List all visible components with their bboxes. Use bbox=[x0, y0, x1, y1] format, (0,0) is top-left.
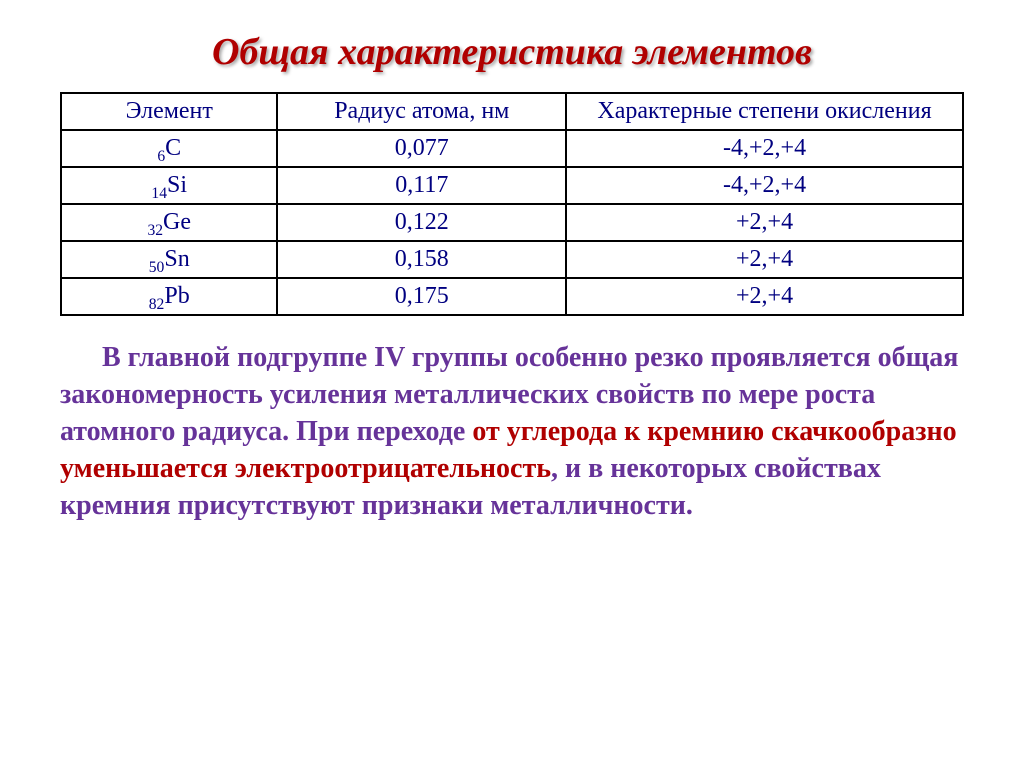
cell-element: 6C bbox=[61, 130, 277, 167]
table-header-row: Элемент Радиус атома, нм Характерные сте… bbox=[61, 93, 963, 130]
elements-table: Элемент Радиус атома, нм Характерные сте… bbox=[60, 92, 964, 316]
col-header-oxidation: Характерные степени окисления bbox=[566, 93, 963, 130]
cell-element: 50Sn bbox=[61, 241, 277, 278]
slide: Общая характеристика элементов Элемент Р… bbox=[0, 0, 1024, 767]
cell-element: 82Pb bbox=[61, 278, 277, 315]
table-row: 32Ge 0,122 +2,+4 bbox=[61, 204, 963, 241]
table-row: 6C 0,077 -4,+2,+4 bbox=[61, 130, 963, 167]
cell-oxidation: -4,+2,+4 bbox=[566, 167, 963, 204]
cell-oxidation: +2,+4 bbox=[566, 204, 963, 241]
table-row: 82Pb 0,175 +2,+4 bbox=[61, 278, 963, 315]
cell-radius: 0,175 bbox=[277, 278, 566, 315]
table-row: 14Si 0,117 -4,+2,+4 bbox=[61, 167, 963, 204]
cell-radius: 0,077 bbox=[277, 130, 566, 167]
table-row: 50Sn 0,158 +2,+4 bbox=[61, 241, 963, 278]
cell-element: 14Si bbox=[61, 167, 277, 204]
page-title: Общая характеристика элементов bbox=[60, 30, 964, 74]
cell-radius: 0,158 bbox=[277, 241, 566, 278]
cell-oxidation: -4,+2,+4 bbox=[566, 130, 963, 167]
cell-oxidation: +2,+4 bbox=[566, 241, 963, 278]
col-header-element: Элемент bbox=[61, 93, 277, 130]
body-paragraph: В главной подгруппе IV группы особенно р… bbox=[60, 340, 964, 525]
cell-element: 32Ge bbox=[61, 204, 277, 241]
col-header-radius: Радиус атома, нм bbox=[277, 93, 566, 130]
cell-radius: 0,122 bbox=[277, 204, 566, 241]
cell-radius: 0,117 bbox=[277, 167, 566, 204]
cell-oxidation: +2,+4 bbox=[566, 278, 963, 315]
